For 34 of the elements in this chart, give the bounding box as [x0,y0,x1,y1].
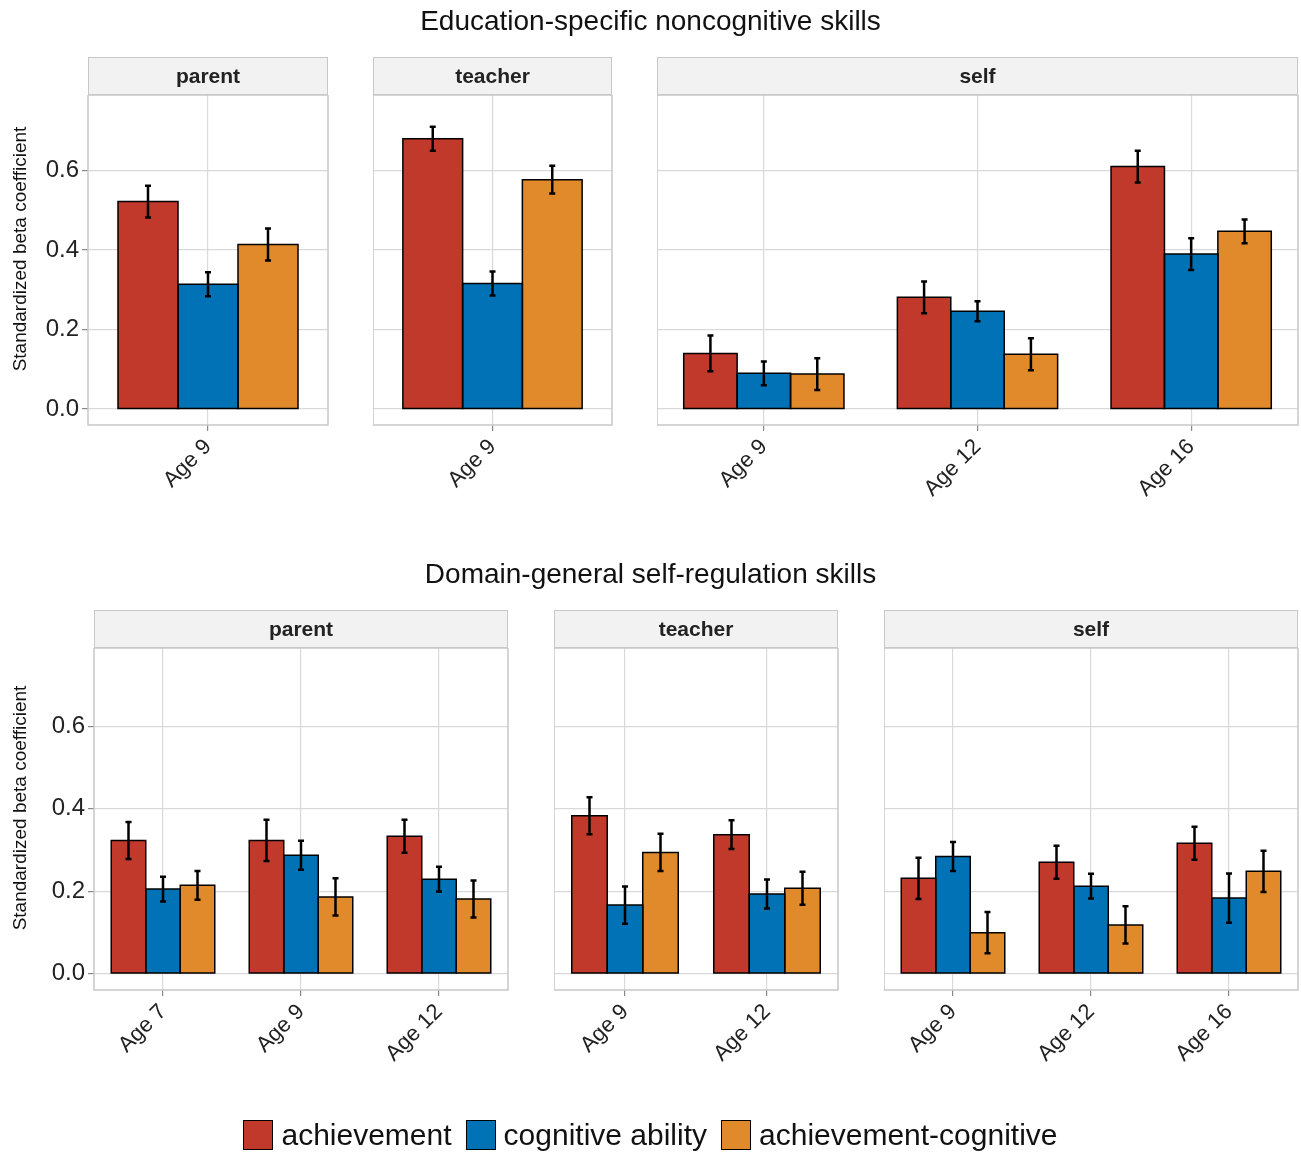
y-tick-label: 0.0 [45,393,79,421]
legend-label: achievement-cognitive [759,1118,1058,1152]
chart-title: self [657,57,1298,95]
y-tick-label: 0.6 [45,155,79,183]
legend-label: cognitive ability [503,1118,708,1152]
x-tick-label: Age 12 [918,433,986,501]
text: Education-specific noncognitive skills [419,5,882,37]
y-axis-title: Standardized beta coefficient [9,125,31,374]
y-tick-label: 0.4 [45,234,79,262]
x-tick-label: Age 7 [112,998,171,1057]
y-tick-label: 0.4 [51,793,85,821]
y-tick-label: 0.2 [51,875,85,903]
x-tick-label: Age 12 [707,998,775,1066]
x-tick-label: Age 9 [902,998,961,1057]
x-tick-label: Age 9 [574,998,633,1057]
chart-title: parent [88,57,328,95]
x-tick-label: Age 12 [1031,998,1099,1066]
y-tick-label: 0.0 [51,958,85,986]
x-tick-label: Age 12 [379,998,447,1066]
y-tick-label: 0.6 [51,710,85,738]
x-tick-label: Age 9 [250,998,309,1057]
x-tick-label: Age 9 [713,433,772,492]
chart-title: teacher [373,57,612,95]
x-tick-label: Age 16 [1132,433,1199,501]
chart-title: self [884,610,1298,648]
chart-title: parent [94,610,508,648]
chart-title: teacher [554,610,838,648]
legend-label: achievement [281,1118,452,1152]
x-tick-label: Age 9 [157,433,216,492]
text: Domain-general self-regulation skills [423,558,878,590]
x-tick-label: Age 16 [1169,998,1237,1066]
x-tick-label: Age 9 [441,433,501,492]
y-tick-label: 0.2 [45,314,79,342]
y-axis-title: Standardized beta coefficient [9,684,31,933]
